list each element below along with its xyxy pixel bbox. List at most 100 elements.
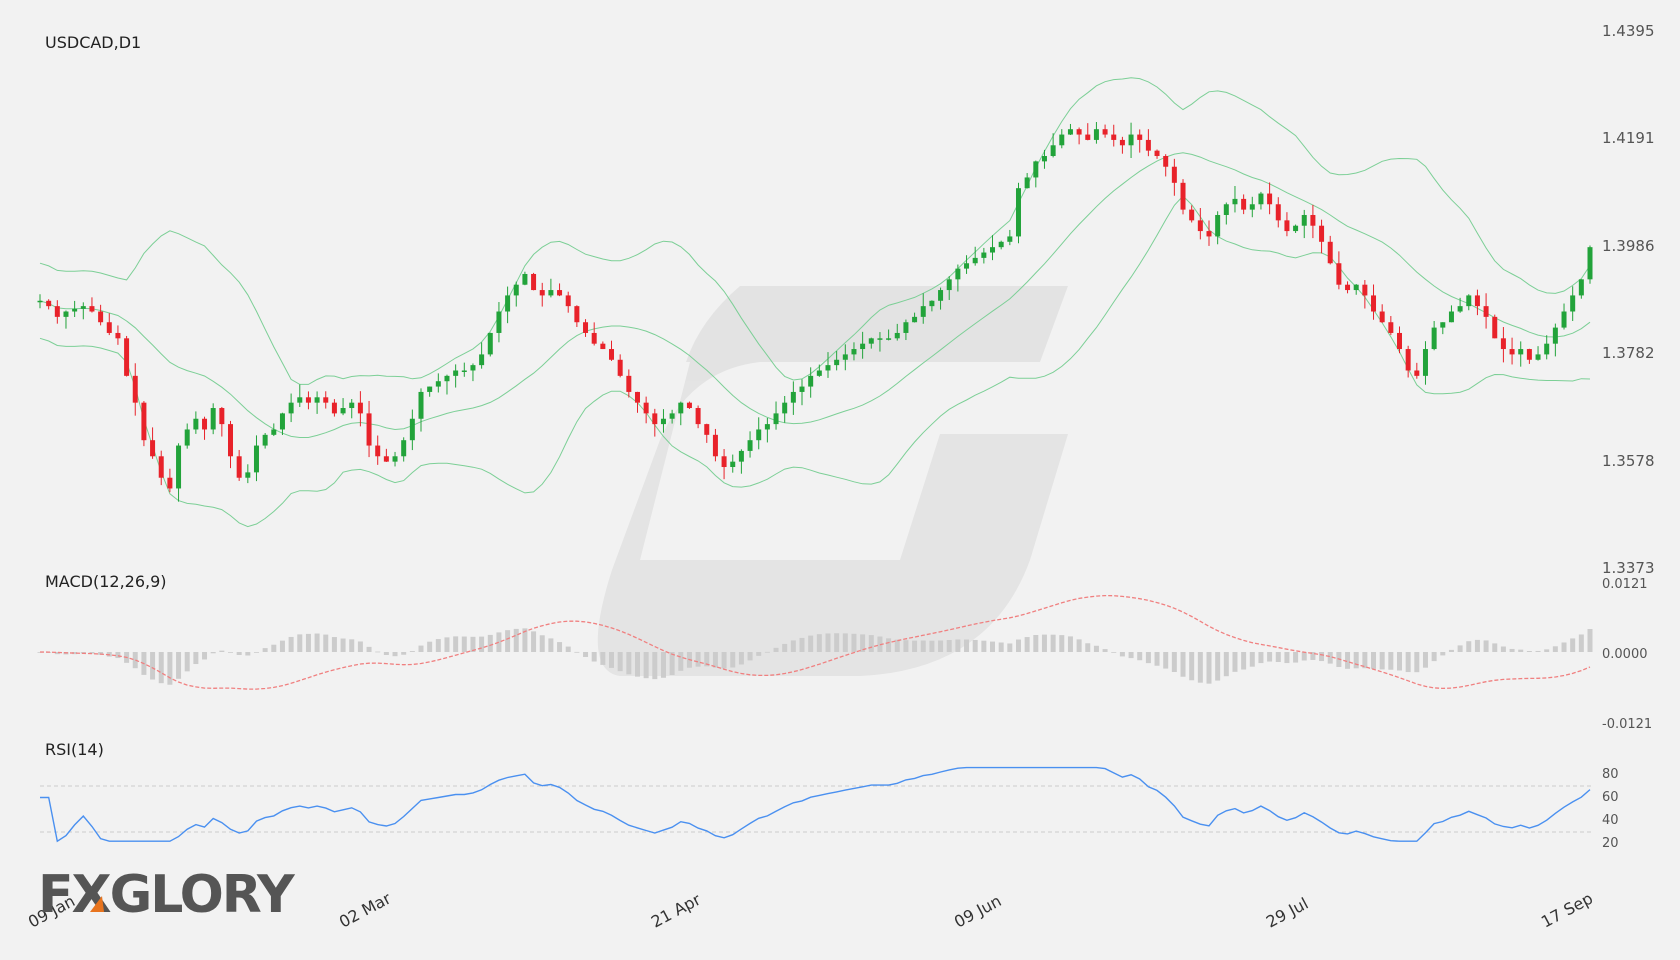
candle-body bbox=[946, 279, 952, 291]
macd-histogram-bar bbox=[1258, 652, 1264, 664]
candle-body bbox=[288, 402, 294, 414]
x-tick-4: 29 Jul bbox=[1263, 894, 1311, 932]
candle-body bbox=[1440, 322, 1446, 328]
candle-body bbox=[401, 440, 407, 457]
macd-histogram-bar bbox=[1345, 652, 1351, 669]
macd-histogram-bar bbox=[790, 640, 796, 652]
candle-body bbox=[955, 268, 961, 280]
rsi-title: RSI(14) bbox=[45, 740, 104, 759]
candle-body bbox=[1007, 236, 1013, 242]
price-y-tick-1: 1.4191 bbox=[1602, 129, 1655, 147]
macd-histogram-bar bbox=[1041, 634, 1047, 652]
candle-body bbox=[583, 322, 589, 333]
macd-histogram-bar bbox=[297, 634, 303, 652]
macd-histogram-bar bbox=[1405, 652, 1411, 673]
macd-histogram-bar bbox=[1163, 652, 1169, 669]
watermark-logo bbox=[597, 286, 1068, 676]
candle-body bbox=[799, 386, 805, 392]
macd-histogram-bar bbox=[591, 652, 597, 662]
macd-title: MACD(12,26,9) bbox=[45, 572, 167, 591]
candle-body bbox=[1561, 311, 1567, 328]
candle-body bbox=[444, 375, 450, 382]
macd-histogram-bar bbox=[1067, 636, 1073, 652]
macd-histogram-bar bbox=[323, 634, 329, 652]
x-tick-1: 02 Mar bbox=[336, 888, 394, 931]
macd-histogram-bar bbox=[1440, 652, 1446, 656]
macd-histogram-bar bbox=[773, 647, 779, 652]
candle-body bbox=[1249, 204, 1255, 210]
candle-body bbox=[1587, 247, 1593, 280]
macd-histogram-bar bbox=[1154, 652, 1160, 666]
candle-body bbox=[756, 429, 762, 441]
candle-body bbox=[964, 263, 970, 269]
candle-body bbox=[539, 290, 545, 296]
candle-body bbox=[782, 402, 788, 414]
candle-body bbox=[72, 308, 78, 312]
macd-histogram-bar bbox=[1362, 652, 1368, 669]
macd-histogram-bar bbox=[842, 633, 848, 652]
macd-histogram-bar bbox=[340, 638, 346, 652]
candle-body bbox=[513, 284, 519, 296]
candle-body bbox=[695, 408, 701, 425]
macd-histogram-bar bbox=[609, 652, 615, 668]
candle-body bbox=[626, 375, 632, 392]
candle-body bbox=[1293, 225, 1299, 232]
macd-panel bbox=[37, 594, 1593, 690]
candle-body bbox=[808, 375, 814, 387]
rsi-y-tick-2: 40 bbox=[1602, 813, 1619, 828]
macd-histogram-bar bbox=[1145, 652, 1151, 664]
macd-histogram-bar bbox=[349, 639, 355, 652]
candle-body bbox=[392, 456, 398, 462]
macd-histogram-bar bbox=[1578, 634, 1584, 652]
macd-histogram-bar bbox=[1561, 642, 1567, 652]
macd-histogram-bar bbox=[920, 640, 926, 652]
macd-histogram-bar bbox=[228, 652, 234, 653]
candle-body bbox=[574, 306, 580, 323]
macd-histogram-bar bbox=[617, 652, 623, 672]
candle-body bbox=[634, 391, 640, 403]
candle-body bbox=[1076, 129, 1082, 135]
bollinger-upper bbox=[39, 77, 1591, 385]
macd-histogram-bar bbox=[253, 652, 259, 653]
macd-histogram-bar bbox=[158, 652, 164, 684]
macd-histogram-bar bbox=[54, 652, 60, 655]
macd-histogram-bar bbox=[167, 652, 173, 685]
candle-body bbox=[1041, 156, 1047, 162]
candle-body bbox=[1509, 349, 1515, 355]
macd-histogram-bar bbox=[496, 632, 502, 652]
candle-body bbox=[505, 295, 511, 312]
x-tick-5: 17 Sep bbox=[1538, 889, 1596, 932]
macd-histogram-bar bbox=[565, 646, 571, 652]
candle-body bbox=[834, 359, 840, 366]
macd-histogram-bar bbox=[981, 640, 987, 652]
macd-histogram-bar bbox=[1033, 635, 1039, 652]
macd-histogram-bar bbox=[972, 639, 978, 652]
macd-histogram-bar bbox=[236, 652, 242, 656]
macd-histogram-bar bbox=[626, 652, 632, 675]
macd-histogram-bar bbox=[583, 652, 589, 657]
macd-histogram-bar bbox=[825, 633, 831, 652]
macd-histogram-bar bbox=[1518, 649, 1524, 652]
rsi-y-tick-3: 20 bbox=[1602, 836, 1619, 851]
price-y-tick-4: 1.3578 bbox=[1602, 452, 1655, 470]
macd-histogram-bar bbox=[72, 652, 78, 655]
macd-histogram-bar bbox=[678, 652, 684, 671]
candle-body bbox=[366, 413, 372, 446]
macd-histogram-bar bbox=[1232, 652, 1238, 672]
candle-body bbox=[115, 332, 121, 339]
candle-body bbox=[1241, 198, 1247, 210]
macd-histogram-bar bbox=[1552, 646, 1558, 652]
macd-histogram-bar bbox=[894, 639, 900, 652]
macd-histogram-bar bbox=[1379, 652, 1385, 670]
candle-body bbox=[253, 445, 259, 473]
candle-body bbox=[1336, 263, 1342, 285]
macd-histogram-bar bbox=[669, 652, 675, 675]
candle-body bbox=[375, 445, 381, 457]
candle-body bbox=[1578, 279, 1584, 296]
candle-body bbox=[981, 252, 987, 258]
candle-body bbox=[1189, 209, 1195, 221]
candle-body bbox=[712, 434, 718, 457]
candle-body bbox=[279, 413, 285, 430]
candle-body bbox=[600, 343, 606, 350]
